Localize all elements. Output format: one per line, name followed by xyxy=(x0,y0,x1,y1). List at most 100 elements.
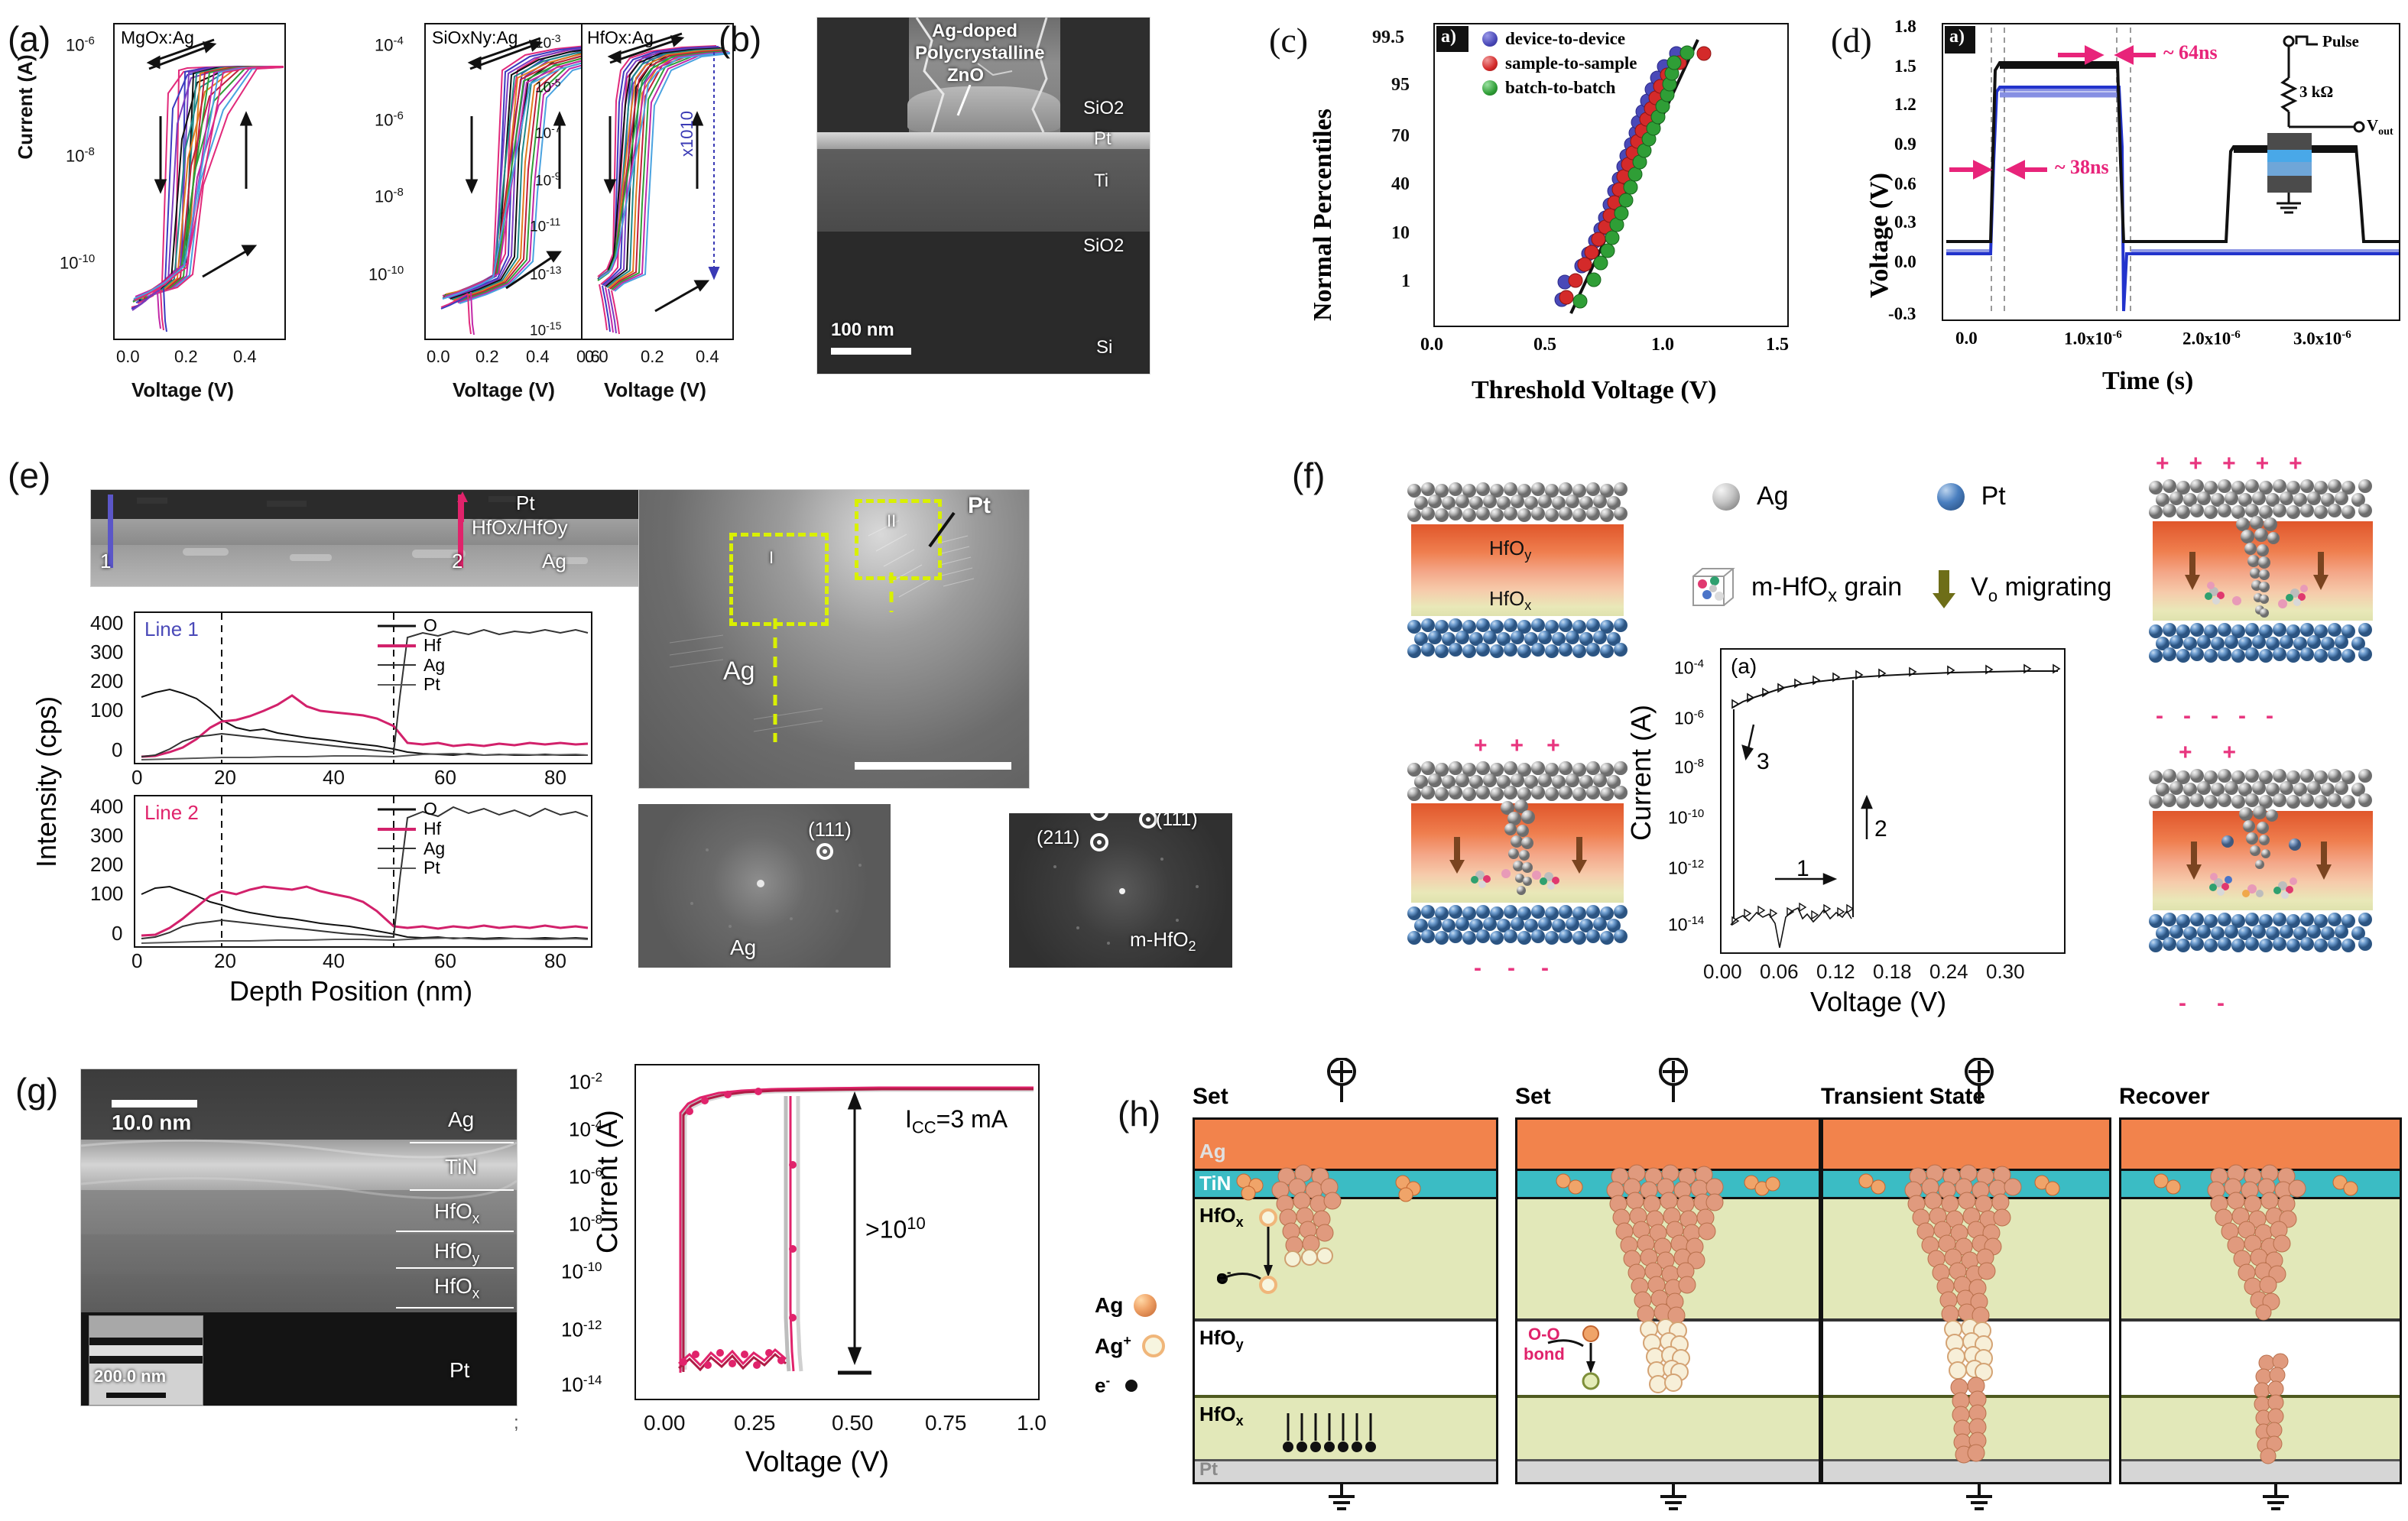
panel-f-legend: Ag Pt xyxy=(1712,482,2006,511)
panel-f-xlabel: Voltage (V) xyxy=(1810,986,1947,1017)
panel-e-line1-ytick-200: 200 xyxy=(90,670,124,692)
panel-f-charges-mid-right: - - - - - xyxy=(2156,703,2273,728)
panel-c-xtick-1: 0.5 xyxy=(1533,335,1556,355)
panel-e-line1-legend-o: O xyxy=(424,615,437,635)
panel-a-iv-curves-3 xyxy=(597,32,731,335)
panel-c-scatter xyxy=(1554,39,1712,314)
panel-c-xlabel: Threshold Voltage (V) xyxy=(1472,376,1717,404)
panel-g-ytick-m10: 10-10 xyxy=(561,1260,602,1283)
panel-e-xlabel: Depth Position (nm) xyxy=(229,975,473,1007)
panel-h-stage-1-ground xyxy=(1329,1484,1355,1510)
panel-a-ylabel: Current (A) xyxy=(14,54,37,160)
panel-e-line1-ytick-300: 300 xyxy=(90,641,124,663)
panel-g-stray-mark: ; xyxy=(514,1412,519,1433)
panel-h-legend-label-electron: e- xyxy=(1095,1373,1111,1397)
panel-f-iv-curve xyxy=(1730,663,2061,949)
panel-f-label: (f) xyxy=(1292,456,1326,495)
panel-c-label: (c) xyxy=(1269,21,1309,60)
panel-e-line1-ytick-100: 100 xyxy=(90,699,124,722)
panel-e-line1-title: Line 1 xyxy=(144,618,199,641)
panel-g-iv-plot: ICC=3 mA >1010 xyxy=(634,1064,1040,1400)
panel-b-overlay-line3: ZnO xyxy=(947,65,984,86)
panel-d-ytick-0: 1.8 xyxy=(1894,17,1916,36)
panel-e-fft-hfo2-material: m-HfO2 xyxy=(1130,928,1196,955)
panel-h-stage-1-hfox-top xyxy=(1195,1199,1496,1322)
panel-h-stage-1-title: Set xyxy=(1193,1084,1228,1109)
panel-g-inset-lowmag: 200.0 nm xyxy=(89,1315,203,1406)
panel-a-onoff-annotation: x1010 xyxy=(677,111,696,157)
panel-g-layer-ag: Ag xyxy=(448,1108,475,1131)
panel-f-xtick-2: 0.12 xyxy=(1816,960,1855,983)
vo-down-arrow-icon xyxy=(1931,569,1957,610)
panel-e-tem-label-ag: Ag xyxy=(542,550,566,572)
panel-e-fft-ag-material: Ag xyxy=(730,936,757,959)
panel-c-legend-label-0: device-to-device xyxy=(1505,29,1626,48)
panel-c-ytick-1: 95 xyxy=(1391,75,1410,95)
panel-a-ytick-1-2: 10-10 xyxy=(60,252,96,273)
panel-b-overlay-line1: Ag-doped xyxy=(932,21,1017,41)
panel-a-xlabel-1: Voltage (V) xyxy=(131,378,234,401)
panel-e-line1-legend-ag: Ag xyxy=(424,654,446,675)
panel-e-line1-ytick-0: 0 xyxy=(112,738,123,761)
panel-a-xtick-2-2: 0.4 xyxy=(526,347,550,366)
panel-a-xtick-1-2: 0.4 xyxy=(233,347,257,366)
panel-g-onoff-label: >1010 xyxy=(865,1214,926,1244)
panel-a-xtick-3-2: 0.4 xyxy=(696,347,719,366)
panel-f-ytick-0: 10-4 xyxy=(1674,657,1704,678)
panel-f-ylabel: Current (A) xyxy=(1625,704,1657,841)
panel-e-line2-legend-ag: Ag xyxy=(424,838,446,858)
panel-g-scalebar-200nm xyxy=(106,1393,166,1398)
panel-f-legend-grain: m-HfOx grain xyxy=(1751,572,1903,606)
panel-d-label: (d) xyxy=(1831,21,1872,60)
panel-f-step-1: 1 xyxy=(1796,856,1809,881)
pt-sphere-icon xyxy=(1936,482,1965,511)
panel-d-circuit-inset: Pulse 3 kΩ Vout xyxy=(2249,32,2394,216)
panel-g-layer-hfox-bot: HfOx xyxy=(434,1274,480,1302)
panel-e-line1-legend-pt: Pt xyxy=(424,674,440,695)
panel-h-stage-2-oo-bond-line1: O-O xyxy=(1528,1325,1560,1344)
panel-h-stage-4-title: Recover xyxy=(2119,1084,2210,1109)
panel-f-iv-plot: (a) 1 2 3 xyxy=(1720,648,2066,954)
panel-e-line2-xtick-20: 20 xyxy=(214,949,236,972)
panel-a-iv-curves-2 xyxy=(440,37,614,336)
panel-e-line2-title: Line 2 xyxy=(144,801,199,824)
panel-f-step-2: 2 xyxy=(1874,816,1887,842)
panel-d-xtick-3: 3.0x10-6 xyxy=(2293,329,2351,349)
panel-h-stage-4-ground xyxy=(2263,1484,2289,1510)
panel-e-hrtem-region-1: I xyxy=(769,548,774,567)
panel-g-ytick-m4: 10-4 xyxy=(569,1117,603,1141)
panel-e-line2-curves xyxy=(141,796,589,946)
panel-e-line2-ytick-100: 100 xyxy=(90,882,124,905)
panel-d-circuit-resistor-label: 3 kΩ xyxy=(2299,83,2334,101)
panel-a-ytick-2-0: 10-4 xyxy=(375,34,404,55)
panel-e-hrtem-scalebar xyxy=(855,762,1011,770)
panel-a-ytick-2-3: 10-10 xyxy=(368,264,404,284)
panel-b-label: (b) xyxy=(719,19,762,59)
panel-d-annotation-64ns: ~ 64ns xyxy=(2163,41,2218,63)
panel-h-stage-2-ground xyxy=(1660,1484,1686,1510)
panel-a-xtick-1-1: 0.2 xyxy=(174,347,198,366)
panel-d-inset-tag: a) xyxy=(1949,27,1965,47)
panel-e-fft-ag: (111) Ag xyxy=(638,804,891,968)
panel-c-xtick-0: 0.0 xyxy=(1420,335,1443,355)
panel-d-xlabel: Time (s) xyxy=(2102,367,2194,395)
panel-e-line1-xtick-40: 40 xyxy=(323,766,345,789)
panel-c-legend-marker-1 xyxy=(1482,56,1498,71)
panel-a-xtick-2-1: 0.2 xyxy=(475,347,499,366)
panel-c-legend-marker-0 xyxy=(1482,31,1498,47)
panel-d-xtick-1: 1.0x10-6 xyxy=(2064,329,2122,349)
panel-g-xtick-1: 0.25 xyxy=(734,1411,776,1435)
panel-f-charges-lower-right-top: + + xyxy=(2179,740,2237,765)
panel-h-stage-3-top-electrode xyxy=(1965,1058,1994,1102)
panel-e-line2-plot: Line 2 O Hf Ag Pt xyxy=(134,795,592,948)
panel-c-ytick-3: 40 xyxy=(1391,174,1410,194)
panel-g-scalebar-10nm xyxy=(112,1100,197,1108)
panel-h-label: (h) xyxy=(1118,1094,1161,1133)
panel-e-ylabel: Intensity (cps) xyxy=(31,696,62,868)
panel-e-line1-plot: Line 1 O Hf Ag Pt xyxy=(134,611,592,764)
panel-b-layer-ti: Ti xyxy=(1094,170,1109,191)
panel-a-xlabel-2: Voltage (V) xyxy=(453,378,555,401)
panel-h-stage-2-stack: O-O bond xyxy=(1515,1117,1821,1484)
panel-c-ytick-2: 70 xyxy=(1391,126,1410,146)
